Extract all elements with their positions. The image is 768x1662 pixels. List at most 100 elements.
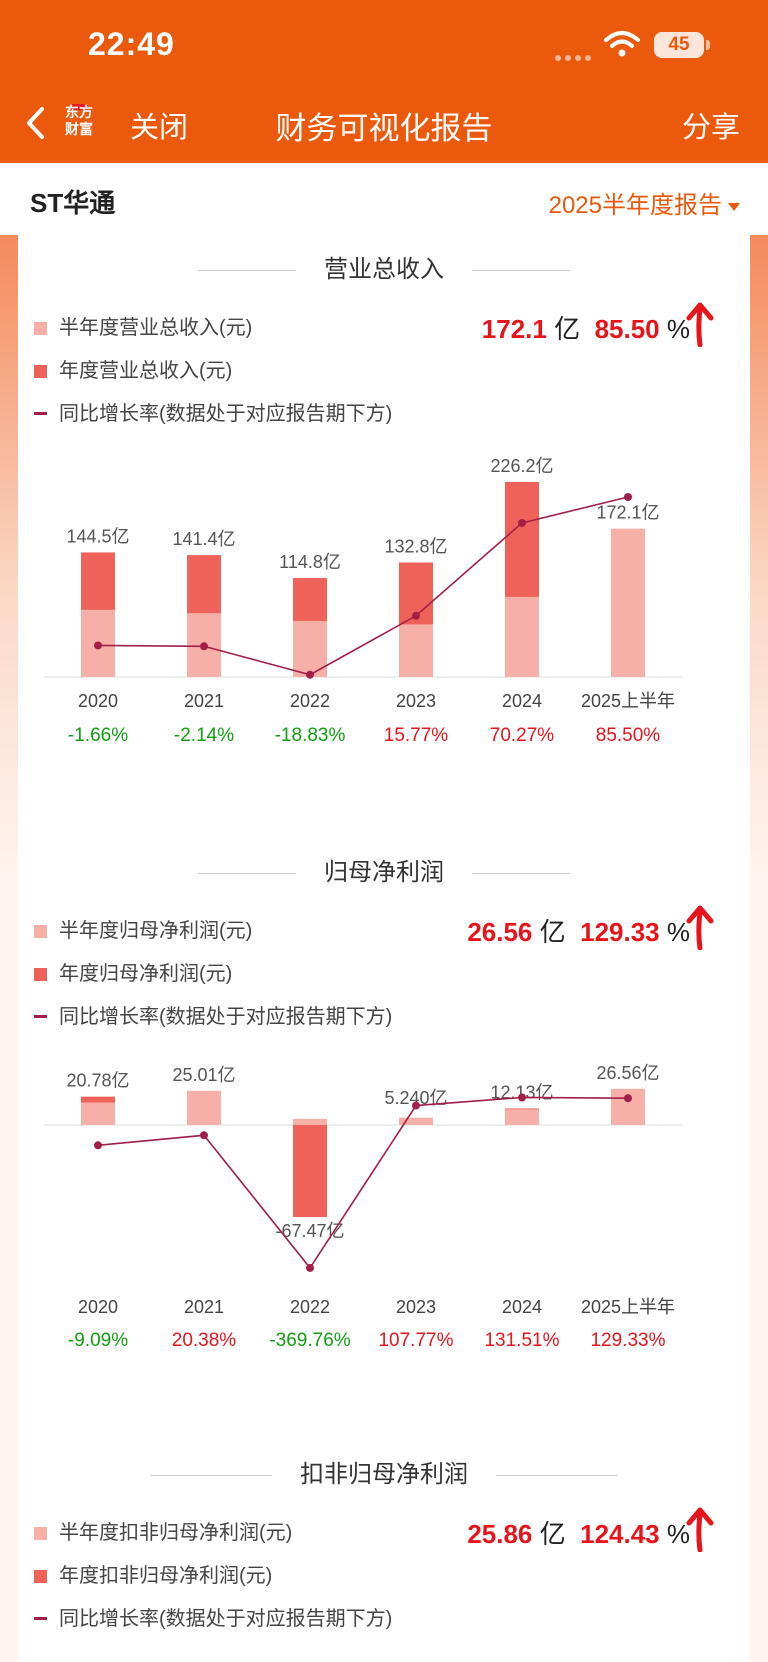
growth-label: -18.83% [275,725,346,746]
x-tick-label: 2025上半年 [581,691,675,711]
growth-point[interactable] [518,1093,526,1102]
share-button[interactable]: 分享 [681,112,740,144]
growth-label: -9.09% [68,1330,128,1351]
growth-point[interactable] [412,1101,420,1110]
growth-line [97,1096,629,1270]
legend-half[interactable]: 半年度扣非归母净利润(元) [34,1516,292,1545]
data-label: -67.47亿 [275,1221,344,1241]
arrow-up-icon [686,905,714,950]
headline-metric: 25.86 亿 124.43 % [467,1514,690,1551]
company-name: ST华通 [30,188,116,218]
legend-growth[interactable]: 同比增长率(数据处于对应报告期下方) [34,1000,392,1029]
wifi-icon [604,31,640,57]
data-label: 26.56亿 [596,1063,659,1083]
legend-half[interactable]: 半年度归母净利润(元) [34,914,252,943]
legend-growth[interactable]: 同比增长率(数据处于对应报告期下方) [34,397,392,426]
legend-swatch-half [34,1527,47,1540]
growth-label: -2.14% [174,725,234,746]
section-title-text: 归母净利润 [324,859,444,886]
legend-annual[interactable]: 年度营业总收入(元) [34,354,232,383]
growth-label: 129.33% [590,1330,665,1351]
bar-half[interactable] [611,1088,645,1125]
legend-annual[interactable]: 年度扣非归母净利润(元) [34,1559,272,1588]
growth-label: 131.51% [484,1330,559,1351]
logo-badge [70,104,88,110]
right-decor-strip [750,235,768,1662]
arrow-up-icon [686,302,714,347]
headline-percent: 85.50 [594,314,660,344]
growth-label: -1.66% [68,725,128,746]
x-tick-label: 2025上半年 [581,1297,675,1317]
growth-point[interactable] [200,1131,208,1140]
legend-swatch-growth [34,412,47,415]
growth-point[interactable] [94,1141,102,1150]
growth-point[interactable] [200,642,208,651]
growth-point[interactable] [306,670,314,679]
legend-text-growth: 同比增长率(数据处于对应报告期下方) [59,1006,393,1028]
bar-half[interactable] [611,528,645,677]
bar-half[interactable] [399,624,433,677]
bar-half[interactable] [293,1118,327,1125]
growth-label: 107.77% [378,1330,453,1351]
left-decor-strip [0,235,18,1662]
logo-text-line1: 东方 [65,104,93,120]
x-tick-label: 2022 [290,1297,330,1317]
bar-half[interactable] [505,1109,539,1125]
headline-metric: 26.56 亿 129.33 % [467,912,690,949]
bar-half[interactable] [505,596,539,677]
legend-text-annual: 年度营业总收入(元) [59,360,233,382]
growth-label: 15.77% [384,725,449,746]
legend-swatch-annual [34,1570,47,1583]
legend-growth[interactable]: 同比增长率(数据处于对应报告期下方) [34,1602,392,1631]
growth-label: 70.27% [490,725,555,746]
x-tick-label: 2022 [290,691,330,711]
chevron-down-icon [728,202,740,211]
headline-value: 26.56 [467,917,533,947]
section-title: 扣非归母净利润 [18,1454,750,1489]
logo-text-line2: 财富 [65,121,93,137]
page-title: 财务可视化报告 [275,111,493,146]
growth-point[interactable] [94,641,102,650]
section-title: 归母净利润 [18,852,750,887]
data-label: 226.2亿 [490,456,553,476]
growth-point[interactable] [624,1094,632,1103]
legend-swatch-annual [34,968,47,981]
headline-value: 172.1 [481,314,547,344]
revenue-chart: 144.5亿 2020 -1.66% 141.4亿 2021 -2.14% 114.8亿 20… [44,456,682,746]
growth-point[interactable] [624,493,632,501]
legend-text-annual: 年度归母净利润(元) [59,963,233,985]
legend-half[interactable]: 半年度营业总收入(元) [34,311,252,340]
report-period-label: 2025半年度报告 [548,192,722,219]
section-title: 营业总收入 [18,249,750,284]
headline-percent-sign: % [666,314,690,344]
headline-metric: 172.1 亿 85.50 % [482,309,690,346]
legend-text-growth: 同比增长率(数据处于对应报告期下方) [59,403,393,425]
deducted-net-profit-section: 扣非归母净利润 半年度扣非归母净利润(元) 年度扣非归母净利润(元) 同比增长率… [18,1440,750,1662]
report-period-dropdown[interactable]: 2025半年度报告 [549,185,740,220]
headline-percent: 129.33 [580,917,660,947]
data-label: 144.5亿 [66,526,129,546]
bar-half[interactable] [399,1117,433,1125]
close-button[interactable]: 关闭 [130,112,189,144]
net-profit-section: 归母净利润 半年度归母净利润(元) 年度归母净利润(元) 同比增长率(数据处于对… [18,838,750,1378]
legend-swatch-annual [34,365,47,378]
growth-label: 85.50% [596,725,661,746]
headline-value: 25.86 [467,1519,533,1549]
bar-half[interactable] [81,1102,115,1125]
back-arrow-icon[interactable] [24,106,46,140]
growth-line [97,496,629,676]
growth-point[interactable] [306,1263,314,1272]
bar-half[interactable] [187,1090,221,1125]
data-label: 172.1亿 [596,503,659,523]
legend-text-growth: 同比增长率(数据处于对应报告期下方) [59,1608,393,1630]
growth-point[interactable] [412,611,420,620]
app-logo: 东方 财富 [60,104,98,142]
app-header: 22:49 45 东方 财富 关闭 财务可视化报告 分享 [0,0,768,163]
legend-text-half: 半年度扣非归母净利润(元) [59,1522,293,1544]
x-tick-label: 2020 [78,691,118,711]
legend-annual[interactable]: 年度归母净利润(元) [34,957,232,986]
growth-point[interactable] [518,518,526,527]
legend-text-half: 半年度营业总收入(元) [59,317,253,339]
bar-annual[interactable] [293,1125,327,1217]
x-tick-label: 2023 [396,691,436,711]
